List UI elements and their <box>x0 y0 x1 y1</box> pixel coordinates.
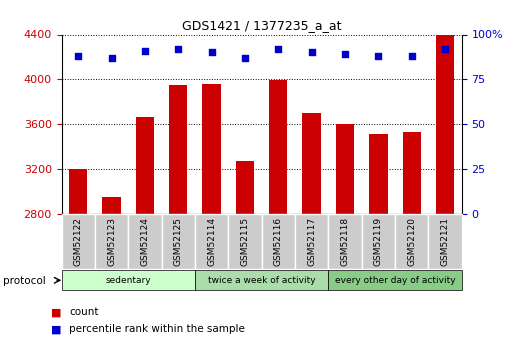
Point <box>307 50 315 55</box>
Text: GSM52118: GSM52118 <box>341 217 349 266</box>
Point <box>274 46 282 52</box>
FancyBboxPatch shape <box>295 214 328 269</box>
FancyBboxPatch shape <box>362 214 395 269</box>
Bar <box>403 132 421 214</box>
Point <box>441 46 449 52</box>
Text: twice a week of activity: twice a week of activity <box>208 276 315 285</box>
FancyBboxPatch shape <box>395 214 428 269</box>
Point <box>74 53 82 59</box>
Bar <box>436 34 454 214</box>
Point <box>374 53 382 59</box>
Text: GSM52125: GSM52125 <box>174 217 183 266</box>
Point <box>174 46 182 52</box>
Bar <box>69 169 87 214</box>
Text: every other day of activity: every other day of activity <box>334 276 456 285</box>
FancyBboxPatch shape <box>328 214 362 269</box>
Text: sedentary: sedentary <box>106 276 151 285</box>
Point <box>341 51 349 57</box>
Bar <box>369 134 387 214</box>
FancyBboxPatch shape <box>428 214 462 269</box>
Bar <box>203 84 221 214</box>
Point <box>407 53 416 59</box>
FancyBboxPatch shape <box>95 214 128 269</box>
FancyBboxPatch shape <box>228 214 262 269</box>
Bar <box>303 113 321 214</box>
FancyBboxPatch shape <box>62 270 195 290</box>
Point <box>207 50 215 55</box>
Bar <box>236 161 254 214</box>
Title: GDS1421 / 1377235_a_at: GDS1421 / 1377235_a_at <box>182 19 341 32</box>
FancyBboxPatch shape <box>128 214 162 269</box>
Text: GSM52122: GSM52122 <box>74 217 83 266</box>
Text: count: count <box>69 307 99 317</box>
FancyBboxPatch shape <box>162 214 195 269</box>
FancyBboxPatch shape <box>195 214 228 269</box>
FancyBboxPatch shape <box>62 214 95 269</box>
Bar <box>103 197 121 214</box>
Text: GSM52116: GSM52116 <box>274 217 283 266</box>
Text: GSM52121: GSM52121 <box>441 217 449 266</box>
Bar <box>136 117 154 214</box>
Text: ■: ■ <box>51 307 62 317</box>
Text: protocol: protocol <box>3 276 45 286</box>
Point <box>241 55 249 61</box>
Point <box>141 48 149 53</box>
Point <box>107 55 115 61</box>
Bar <box>169 85 187 214</box>
FancyBboxPatch shape <box>262 214 295 269</box>
FancyBboxPatch shape <box>328 270 462 290</box>
Text: GSM52119: GSM52119 <box>374 217 383 266</box>
Bar <box>269 80 287 214</box>
Text: ■: ■ <box>51 325 62 334</box>
Text: GSM52120: GSM52120 <box>407 217 416 266</box>
Bar <box>336 124 354 214</box>
Text: GSM52117: GSM52117 <box>307 217 316 266</box>
FancyBboxPatch shape <box>195 270 328 290</box>
Text: GSM52124: GSM52124 <box>141 217 149 266</box>
Text: GSM52114: GSM52114 <box>207 217 216 266</box>
Text: GSM52123: GSM52123 <box>107 217 116 266</box>
Text: GSM52115: GSM52115 <box>241 217 249 266</box>
Text: percentile rank within the sample: percentile rank within the sample <box>69 325 245 334</box>
